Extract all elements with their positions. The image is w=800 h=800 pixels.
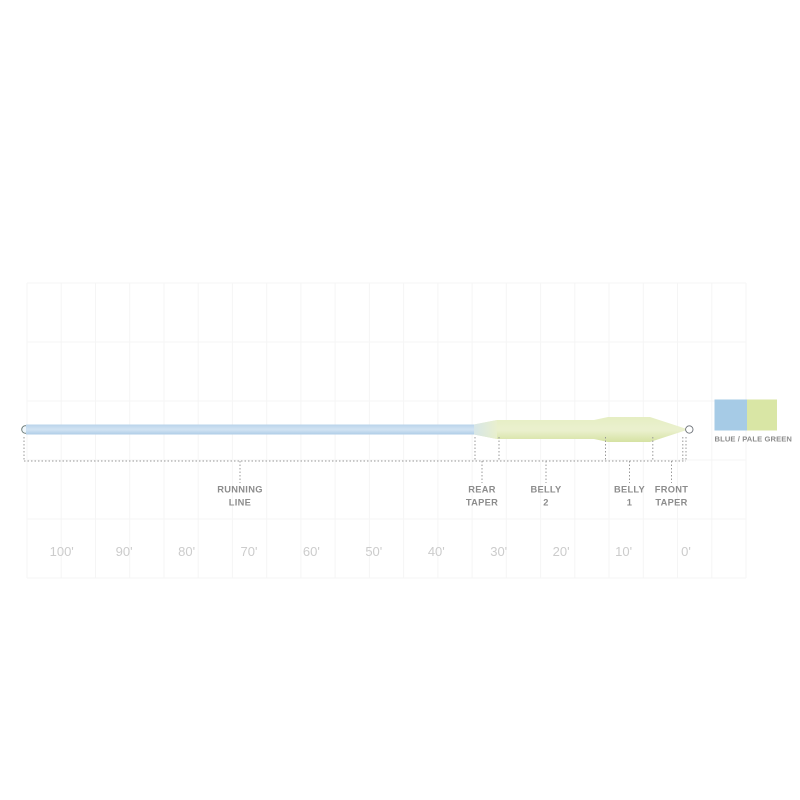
svg-text:20': 20' — [553, 544, 570, 559]
svg-text:10': 10' — [615, 544, 632, 559]
svg-text:TAPER: TAPER — [655, 498, 687, 508]
svg-text:30': 30' — [490, 544, 507, 559]
svg-text:50': 50' — [365, 544, 382, 559]
svg-text:0': 0' — [681, 544, 691, 559]
svg-text:RUNNING: RUNNING — [217, 485, 262, 495]
svg-text:BLUE / PALE GREEN: BLUE / PALE GREEN — [715, 435, 793, 444]
svg-text:2: 2 — [543, 498, 548, 508]
svg-text:LINE: LINE — [229, 498, 251, 508]
svg-text:90': 90' — [116, 544, 133, 559]
svg-text:BELLY: BELLY — [614, 485, 646, 495]
svg-text:60': 60' — [303, 544, 320, 559]
svg-text:FRONT: FRONT — [655, 485, 689, 495]
svg-text:BELLY: BELLY — [530, 485, 562, 495]
svg-text:1: 1 — [627, 498, 632, 508]
svg-text:REAR: REAR — [468, 485, 496, 495]
svg-text:100': 100' — [50, 544, 74, 559]
svg-text:80': 80' — [178, 544, 195, 559]
svg-text:40': 40' — [428, 544, 445, 559]
svg-text:TAPER: TAPER — [466, 498, 498, 508]
svg-text:70': 70' — [241, 544, 258, 559]
